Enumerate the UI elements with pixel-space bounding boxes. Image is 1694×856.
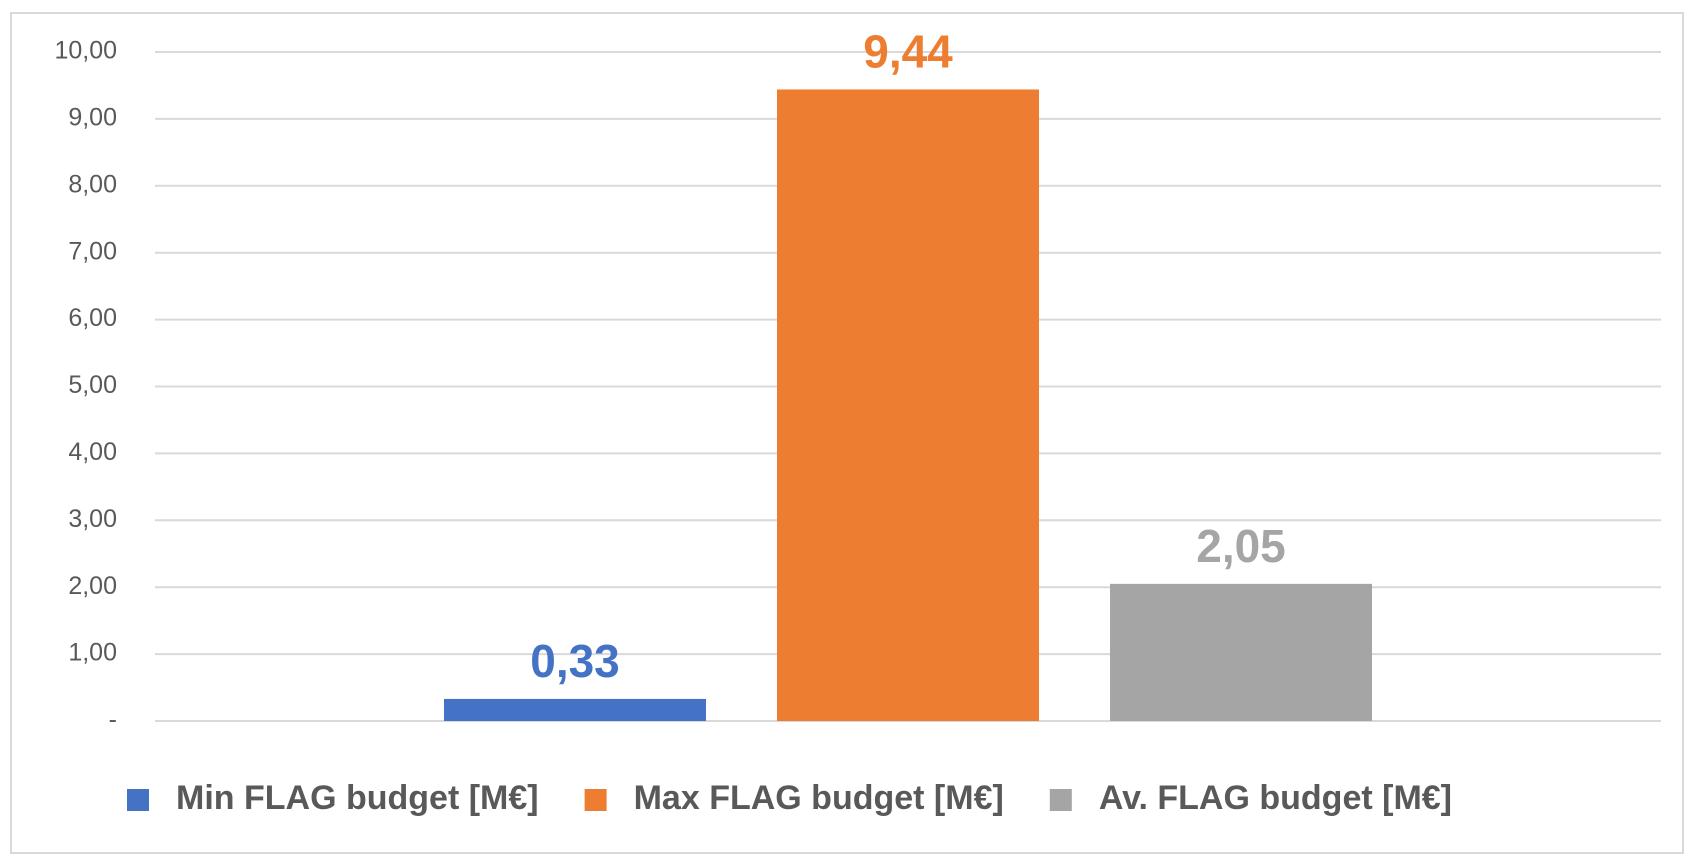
y-tick-label: 8,00	[68, 170, 117, 198]
legend-label: Av. FLAG budget [M€]	[1099, 779, 1452, 817]
legend-label: Min FLAG budget [M€]	[176, 779, 539, 817]
y-tick-label: 9,00	[68, 104, 117, 132]
bar	[1110, 583, 1372, 721]
bar	[444, 698, 706, 721]
y-tick-label: -	[109, 706, 117, 734]
legend-swatch	[584, 789, 607, 811]
legend-swatch	[1049, 789, 1072, 811]
legend-swatch	[127, 789, 149, 811]
y-tick-label: 4,00	[68, 438, 117, 466]
y-tick-label: 7,00	[68, 237, 117, 265]
y-tick-label: 2,00	[68, 572, 117, 600]
data-label: 0,33	[530, 635, 620, 687]
data-label: 9,44	[863, 26, 953, 78]
y-tick-label: 3,00	[68, 505, 117, 533]
data-label: 2,05	[1196, 520, 1286, 572]
y-tick-label: 6,00	[68, 304, 117, 332]
legend-label: Max FLAG budget [M€]	[634, 779, 1004, 817]
bar	[777, 89, 1039, 722]
y-tick-label: 5,00	[68, 371, 117, 399]
y-tick-label: 10,00	[54, 37, 117, 65]
y-tick-label: 1,00	[68, 639, 117, 667]
